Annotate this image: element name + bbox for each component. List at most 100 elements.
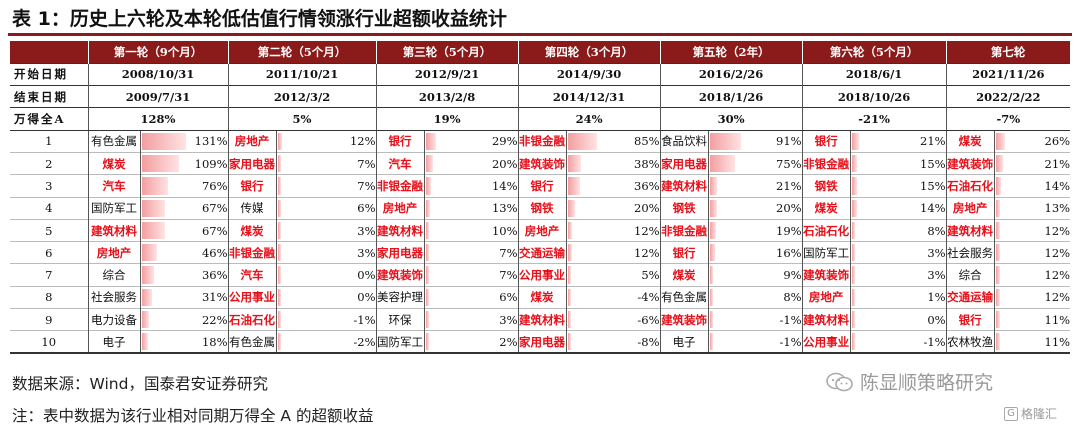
return-cell: 67% bbox=[140, 196, 229, 220]
return-bar bbox=[709, 132, 741, 150]
industry-cell: 煤炭 bbox=[802, 196, 851, 220]
industry-cell: 非银金融 bbox=[660, 218, 709, 242]
return-cell: -6% bbox=[566, 308, 661, 331]
start-date-row-value: 2011/10/21 bbox=[228, 62, 377, 86]
wind-a-row-value: 30% bbox=[660, 107, 803, 131]
return-bar bbox=[141, 177, 168, 195]
return-bar bbox=[995, 266, 1000, 284]
return-cell: 7% bbox=[276, 151, 377, 175]
industry-cell: 公用事业 bbox=[518, 263, 567, 287]
table-row: 9 电力设备 22% 石油石化 -1% 环保 3% 建筑材料 -6% 建筑装饰 -1% 建筑材料 0% 银… bbox=[10, 308, 1071, 331]
return-cell: 18% bbox=[140, 330, 229, 355]
return-value: -1% bbox=[923, 334, 946, 349]
industry-cell: 国防军工 bbox=[376, 330, 425, 355]
industry-cell: 煤炭 bbox=[518, 285, 567, 309]
return-value: 21% bbox=[1044, 156, 1071, 171]
rank-cell: 9 bbox=[10, 308, 89, 331]
industry-cell: 房地产 bbox=[802, 285, 851, 309]
rank-cell: 2 bbox=[10, 151, 89, 175]
return-cell: 21% bbox=[994, 151, 1071, 175]
header-row: 第一轮（9个月） 第二轮（5个月） 第三轮（5个月） 第四轮（3个月） 第五轮（2年）第… bbox=[10, 41, 1071, 64]
logo-text: 格隆汇 bbox=[1021, 407, 1058, 421]
return-bar bbox=[141, 199, 165, 217]
return-cell: 3% bbox=[276, 218, 377, 242]
return-bar bbox=[995, 221, 1000, 240]
return-cell: 91% bbox=[708, 129, 803, 153]
rank-cell: 6 bbox=[10, 241, 89, 264]
return-cell: 109% bbox=[140, 151, 229, 175]
return-value: 38% bbox=[634, 156, 660, 171]
return-value: 3% bbox=[927, 245, 946, 260]
return-cell: 36% bbox=[566, 174, 661, 198]
industry-cell: 建筑材料 bbox=[376, 218, 425, 242]
wind-a-row-value: 24% bbox=[518, 107, 661, 131]
return-cell: 46% bbox=[140, 241, 229, 264]
wind-a-row-value: 5% bbox=[228, 107, 377, 131]
table-note: 注：表中数据为该行业相对同期万得全 A 的超额收益 bbox=[12, 407, 374, 425]
return-value: 131% bbox=[194, 134, 228, 149]
return-value: 22% bbox=[201, 312, 228, 327]
return-bar bbox=[141, 132, 186, 150]
return-cell: 29% bbox=[424, 129, 519, 153]
industry-cell: 国防军工 bbox=[802, 241, 851, 264]
return-bar bbox=[709, 199, 717, 217]
return-value: 19% bbox=[776, 223, 802, 238]
rank-cell: 3 bbox=[10, 174, 89, 198]
return-bar bbox=[567, 311, 571, 329]
return-bar bbox=[425, 221, 429, 240]
return-bar bbox=[277, 333, 281, 351]
return-value: 9% bbox=[783, 268, 802, 283]
industry-cell: 煤炭 bbox=[946, 129, 995, 153]
return-cell: 10% bbox=[424, 218, 519, 242]
return-value: 20% bbox=[776, 201, 802, 216]
industry-cell: 交通运输 bbox=[518, 241, 567, 264]
industry-cell: 综合 bbox=[88, 263, 141, 287]
return-cell: 12% bbox=[994, 218, 1071, 242]
return-value: 75% bbox=[776, 156, 802, 171]
return-cell: 9% bbox=[708, 263, 803, 287]
industry-cell: 建筑材料 bbox=[660, 174, 709, 198]
industry-cell: 交通运输 bbox=[946, 285, 995, 309]
industry-cell: 国防军工 bbox=[88, 196, 141, 220]
return-bar bbox=[709, 154, 735, 173]
return-value: 36% bbox=[201, 268, 228, 283]
return-cell: 16% bbox=[708, 241, 803, 264]
rank-cell: 8 bbox=[10, 285, 89, 309]
return-value: 21% bbox=[920, 134, 946, 149]
return-cell: 2% bbox=[424, 330, 519, 355]
industry-cell: 汽车 bbox=[88, 174, 141, 198]
data-source: 数据来源：Wind，国泰君安证券研究 bbox=[12, 375, 268, 393]
industry-cell: 建筑材料 bbox=[802, 308, 851, 331]
industry-cell: 非银金融 bbox=[228, 241, 277, 264]
return-cell: 26% bbox=[994, 129, 1071, 153]
gelonghui-logo: G 格隆汇 bbox=[1004, 405, 1057, 422]
return-value: 12% bbox=[634, 223, 660, 238]
return-bar bbox=[995, 132, 1005, 150]
return-bar bbox=[277, 288, 281, 307]
return-value: 7% bbox=[499, 268, 518, 283]
return-value: 12% bbox=[1044, 245, 1071, 260]
return-bar bbox=[425, 288, 429, 307]
return-value: 14% bbox=[491, 178, 518, 193]
return-bar bbox=[709, 333, 713, 351]
return-value: 91% bbox=[776, 134, 802, 149]
return-value: 8% bbox=[927, 223, 946, 238]
table-row: 2 煤炭 109% 家用电器 7% 汽车 20% 建筑装饰 38% 家用电器 75% 非银金融 15% 建… bbox=[10, 151, 1071, 175]
industry-cell: 建筑装饰 bbox=[376, 263, 425, 287]
return-value: -4% bbox=[637, 290, 660, 305]
end-date-row-value: 2012/3/2 bbox=[228, 85, 377, 108]
industry-cell: 电子 bbox=[660, 330, 709, 355]
return-bar bbox=[995, 288, 1000, 307]
industry-cell: 传媒 bbox=[228, 196, 277, 220]
return-cell: 36% bbox=[140, 263, 229, 287]
return-value: 21% bbox=[776, 178, 802, 193]
return-cell: 3% bbox=[850, 263, 947, 287]
end-date-row-value: 2018/10/26 bbox=[802, 85, 947, 108]
round-header: 第三轮（5个月） bbox=[376, 41, 519, 64]
return-bar bbox=[851, 154, 857, 173]
return-cell: 12% bbox=[566, 241, 661, 264]
industry-cell: 非银金融 bbox=[376, 174, 425, 198]
return-value: 31% bbox=[201, 290, 228, 305]
return-bar bbox=[851, 199, 857, 217]
return-bar bbox=[567, 154, 581, 173]
